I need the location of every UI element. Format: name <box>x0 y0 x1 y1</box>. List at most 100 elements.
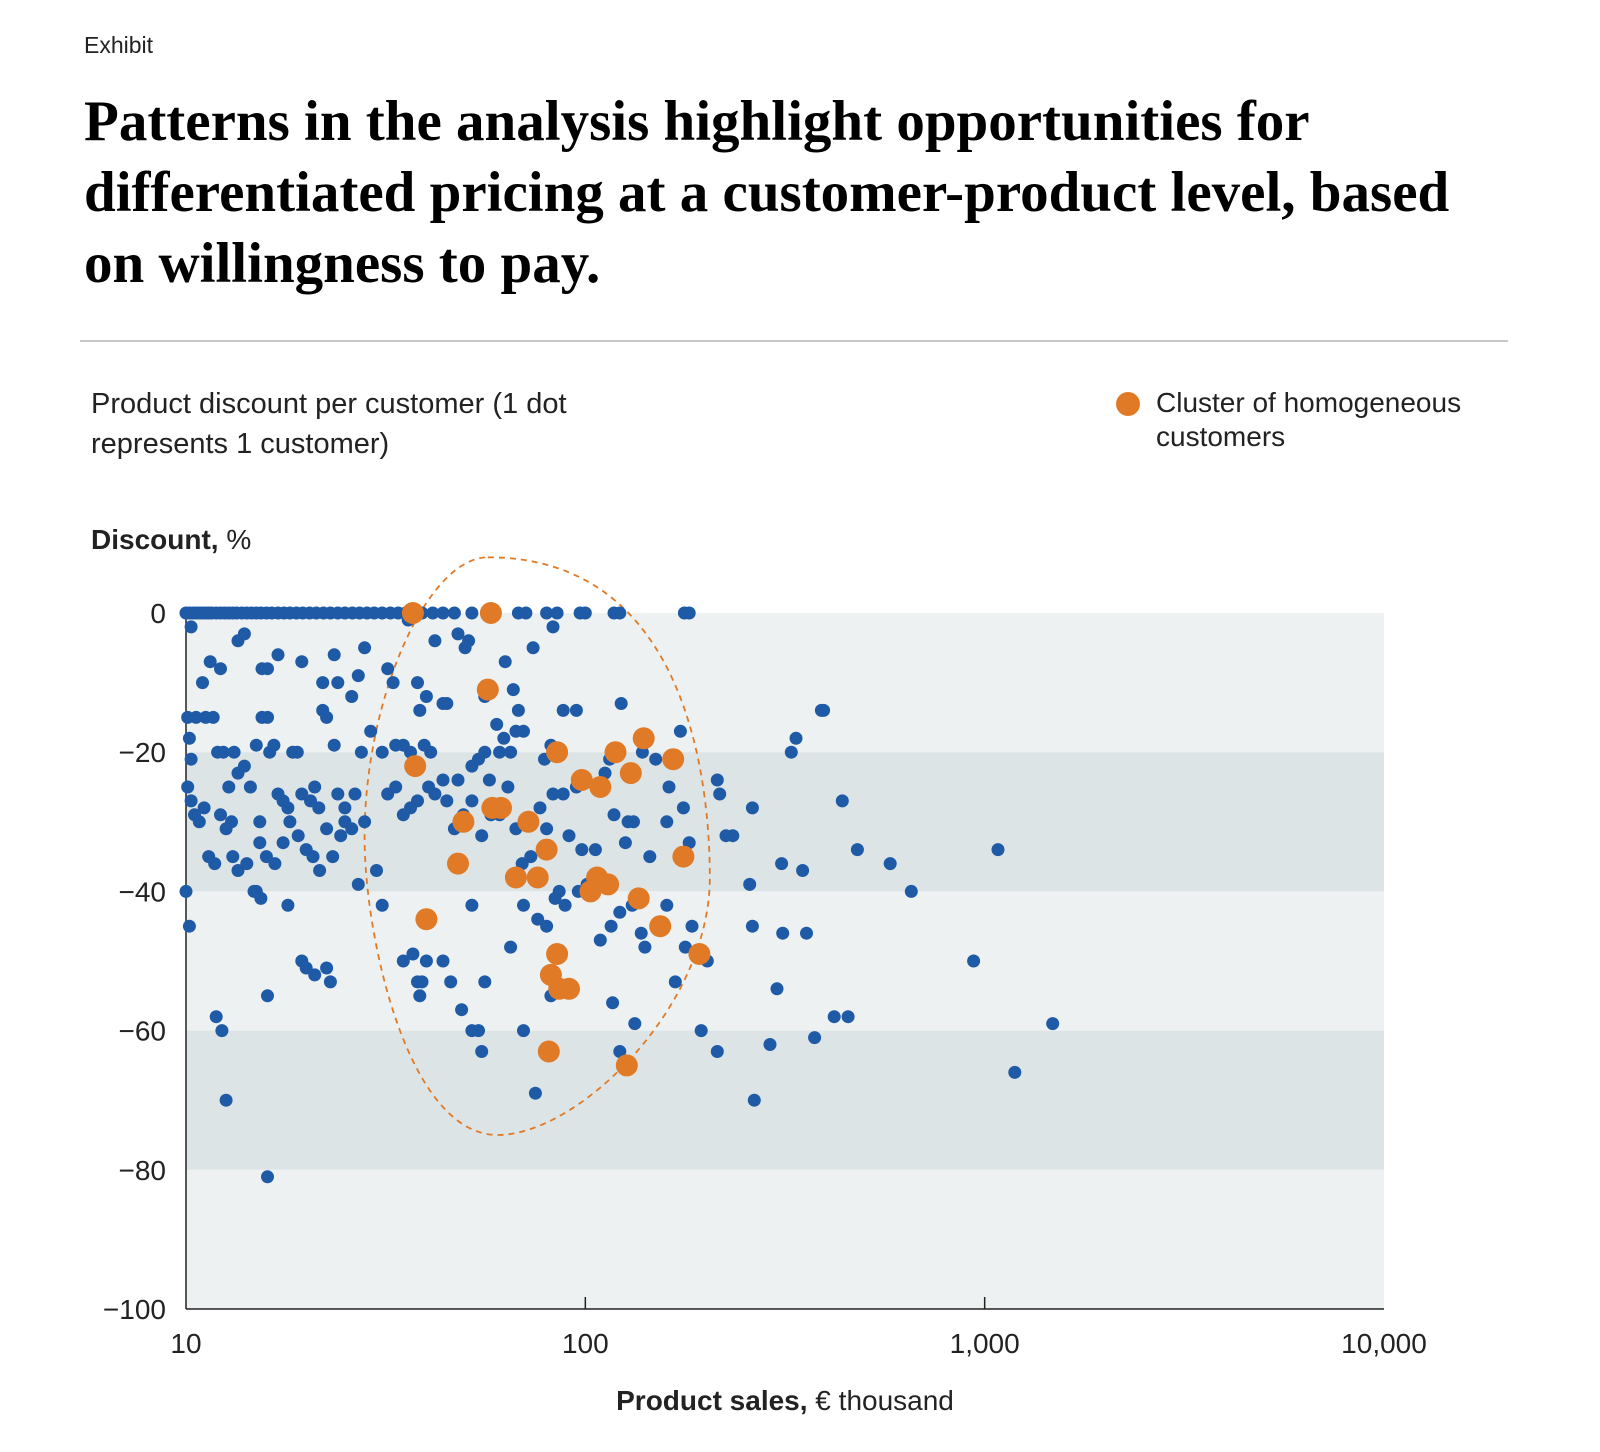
customer-point <box>678 940 692 954</box>
customer-point <box>685 919 699 933</box>
customer-point <box>478 975 492 989</box>
customer-point <box>578 606 592 620</box>
customer-point <box>184 752 198 766</box>
customer-point <box>627 815 640 829</box>
customer-point <box>203 655 217 669</box>
customer-point <box>253 836 267 850</box>
customer-point <box>261 710 274 724</box>
customer-point <box>419 954 433 968</box>
customer-point <box>504 745 518 759</box>
customer-point <box>660 815 674 829</box>
cluster-point <box>476 678 499 701</box>
customer-point <box>613 905 627 919</box>
customer-point <box>604 919 618 933</box>
customer-point <box>261 989 274 1003</box>
customer-point <box>295 655 309 669</box>
customer-point <box>196 676 209 690</box>
cluster-point <box>589 776 612 798</box>
customer-point <box>533 801 547 815</box>
customer-point <box>345 690 359 703</box>
customer-point <box>389 780 403 794</box>
customer-point <box>904 884 918 898</box>
customer-point <box>694 1024 708 1038</box>
customer-point <box>673 724 687 738</box>
customer-point <box>841 1010 855 1024</box>
customer-point <box>184 794 198 808</box>
customer-point <box>710 773 724 787</box>
customer-point <box>338 801 352 815</box>
customer-point <box>240 857 254 871</box>
cluster-point <box>604 741 627 764</box>
customer-point <box>281 898 295 912</box>
customer-point <box>451 627 465 641</box>
customer-point <box>354 745 368 759</box>
customer-point <box>556 787 570 801</box>
cluster-point <box>597 873 620 896</box>
band-0 <box>186 613 1384 753</box>
customer-point <box>800 926 813 940</box>
cluster-points <box>401 602 711 1077</box>
exhibit-label: Exhibit <box>84 32 154 58</box>
customer-point <box>316 676 330 690</box>
customer-point <box>763 1038 777 1051</box>
customer-point <box>550 606 564 620</box>
customer-point <box>411 676 424 690</box>
customer-point <box>835 794 849 808</box>
cluster-point <box>447 852 469 875</box>
customer-point <box>214 662 227 676</box>
customer-point <box>682 606 696 620</box>
customer-point <box>326 850 340 864</box>
cluster-point <box>558 977 580 1000</box>
customer-point <box>660 898 674 912</box>
customer-point <box>308 780 322 794</box>
customer-point <box>497 731 511 745</box>
customer-point <box>528 1086 542 1100</box>
customer-point <box>219 822 233 836</box>
customer-point <box>676 801 690 815</box>
cluster-point <box>619 762 642 785</box>
cluster-point <box>649 915 672 938</box>
customer-point <box>375 898 389 912</box>
customer-point <box>348 787 362 801</box>
customer-point <box>182 731 196 745</box>
customer-point <box>237 759 251 773</box>
customer-point <box>475 1045 489 1058</box>
customer-point <box>540 822 554 836</box>
customer-point <box>775 857 789 871</box>
x-tick-label: 100 <box>562 1328 609 1359</box>
customer-point <box>614 697 628 710</box>
y-axis-label: Discount, % <box>91 524 251 555</box>
customer-point <box>478 745 492 759</box>
customer-point <box>291 829 305 843</box>
x-tick-label: 10,000 <box>1341 1328 1427 1359</box>
customer-point <box>511 703 525 717</box>
customer-point <box>189 710 203 724</box>
customer-point <box>327 738 341 752</box>
customer-point <box>312 801 326 815</box>
customer-point <box>436 773 450 787</box>
customer-point <box>745 801 759 815</box>
customer-point <box>192 815 206 829</box>
customer-point <box>575 843 589 857</box>
customer-point <box>231 864 245 877</box>
cluster-point <box>404 755 427 778</box>
customer-point <box>184 620 198 634</box>
customer-point <box>465 606 479 620</box>
customer-point <box>540 919 554 933</box>
customer-point <box>406 947 420 961</box>
customer-point <box>628 1017 642 1031</box>
customer-point <box>1046 1017 1060 1031</box>
customer-point <box>501 780 515 794</box>
customer-point <box>254 891 268 905</box>
customer-point <box>306 850 320 864</box>
chart-subtitle: Product discount per customer (1 dot rep… <box>91 388 567 460</box>
customer-point <box>358 815 372 829</box>
customer-point <box>475 829 489 843</box>
customer-point <box>283 815 297 829</box>
customer-point <box>375 745 389 759</box>
customer-point <box>424 745 438 759</box>
customer-point <box>214 808 227 822</box>
customer-point <box>364 724 378 738</box>
x-tick-label: 1,000 <box>950 1328 1020 1359</box>
